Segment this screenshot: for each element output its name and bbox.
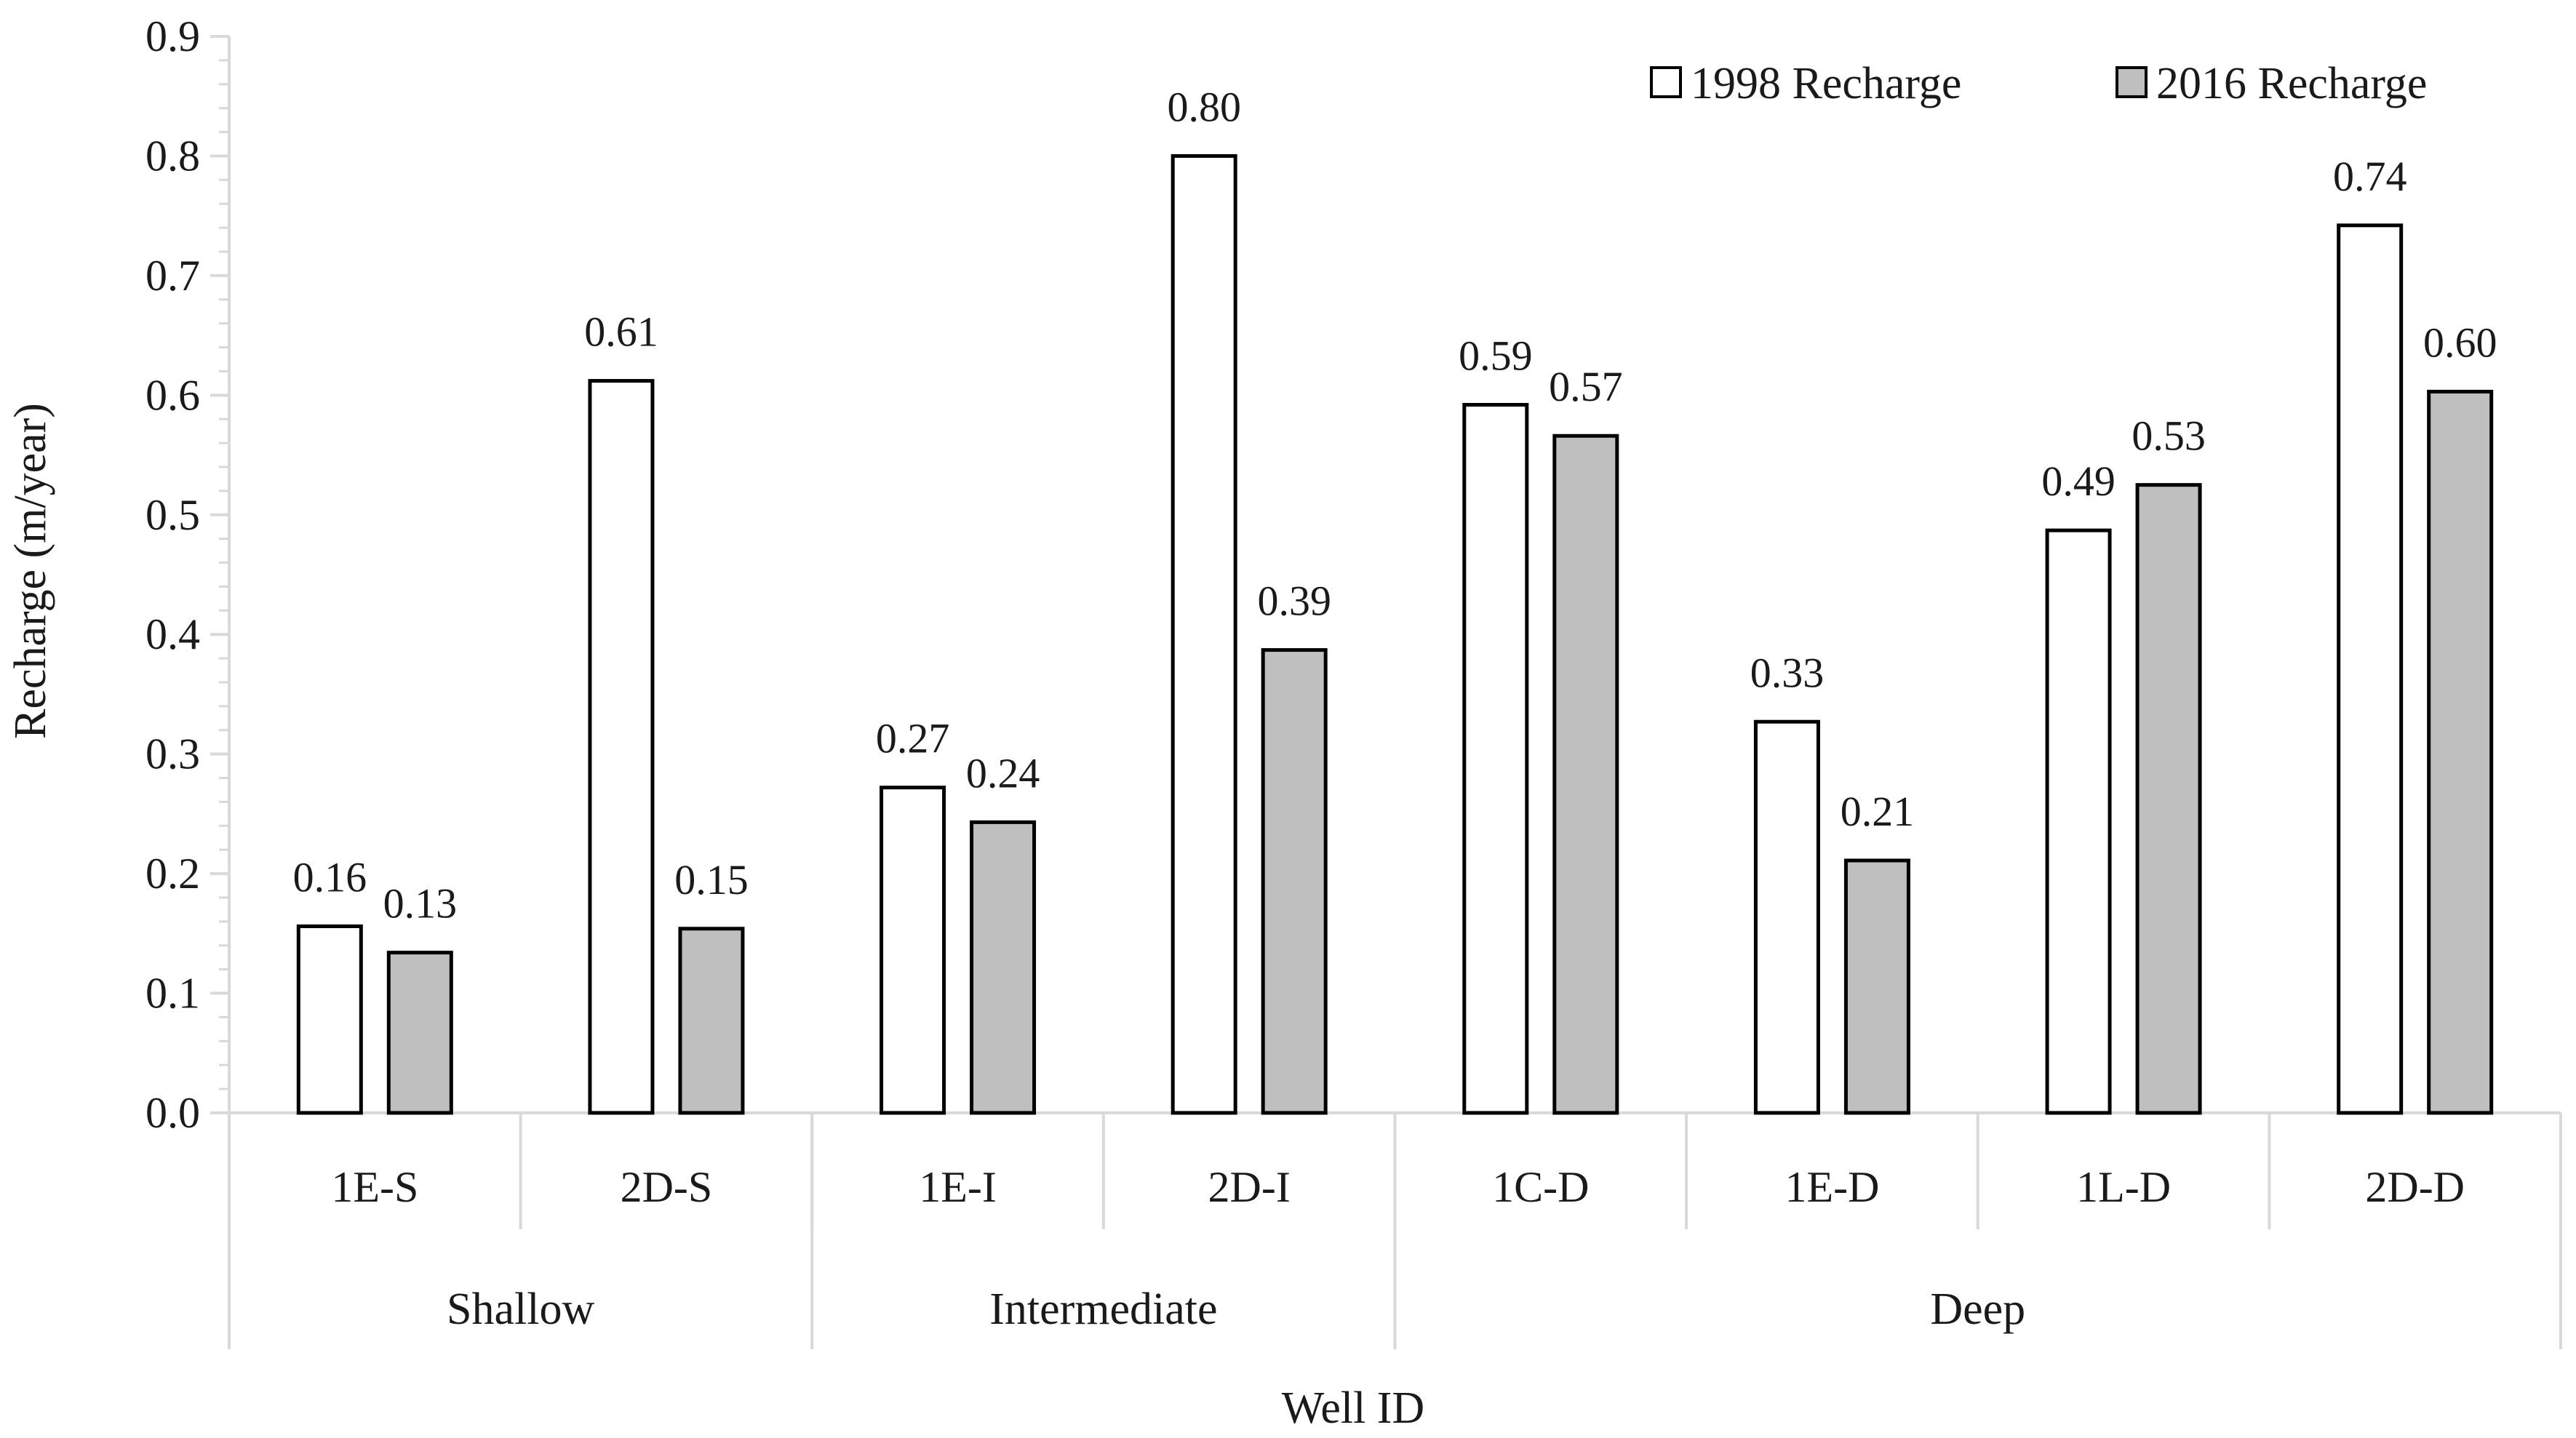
bar-2016-1e-i (970, 820, 1037, 1115)
x-group-label: Shallow (447, 1285, 594, 1334)
x-category-label: 1E-D (1785, 1163, 1879, 1211)
data-label: 0.49 (2041, 458, 2116, 505)
data-label: 0.74 (2333, 153, 2407, 200)
data-label: 0.27 (876, 715, 950, 762)
bar-2016-2d-d (2427, 389, 2494, 1115)
bar-1998-1l-d (2045, 528, 2112, 1115)
y-axis-title: Recharge (m/year) (6, 403, 55, 739)
bar-2016-2d-s (678, 927, 745, 1115)
bar-1998-1c-d (1462, 402, 1529, 1115)
legend: 1998 Recharge 2016 Recharge (1650, 59, 2427, 108)
data-label: 0.61 (584, 308, 658, 356)
x-axis-title: Well ID (1282, 1383, 1424, 1433)
y-tick-label: 0.0 (145, 1089, 200, 1137)
bar-1998-2d-s (588, 379, 655, 1115)
y-tick-label: 0.4 (145, 610, 200, 658)
x-category-label: 2D-I (1208, 1163, 1291, 1211)
data-label: 0.15 (674, 856, 749, 903)
legend-swatch-1998 (1650, 66, 1682, 98)
x-category-label: 2D-S (621, 1163, 713, 1211)
data-label: 0.39 (1257, 578, 1331, 625)
bar-1998-1e-s (296, 924, 363, 1115)
x-category-label: 1E-S (331, 1163, 418, 1211)
y-tick-label: 0.6 (145, 371, 200, 419)
data-label: 0.16 (293, 853, 367, 900)
x-category-label: 2D-D (2365, 1163, 2465, 1211)
x-group-label: Intermediate (989, 1285, 1217, 1334)
legend-label-2016: 2016 Recharge (2156, 59, 2427, 108)
data-label: 0.53 (2132, 412, 2206, 460)
bar-2016-1e-s (386, 951, 453, 1115)
bar-2016-1e-d (1843, 858, 1910, 1115)
y-tick-label: 0.5 (145, 491, 200, 539)
bar-1998-1e-i (880, 786, 946, 1115)
bar-2016-1l-d (2135, 483, 2202, 1115)
bar-1998-2d-d (2337, 223, 2404, 1115)
data-label: 0.60 (2423, 319, 2497, 366)
legend-label-1998: 1998 Recharge (1691, 59, 1961, 108)
bar-2016-2d-i (1261, 648, 1328, 1115)
bar-2016-1c-d (1552, 434, 1619, 1115)
bar-1998-1e-d (1753, 719, 1820, 1115)
y-tick-label: 0.3 (145, 730, 200, 778)
data-label: 0.21 (1841, 788, 1915, 835)
y-tick-label: 0.1 (145, 970, 200, 1018)
y-tick-label: 0.7 (145, 252, 200, 300)
data-label: 0.24 (966, 749, 1040, 796)
y-tick-label: 0.9 (145, 12, 200, 60)
data-label: 0.59 (1459, 332, 1533, 379)
legend-swatch-2016 (2116, 66, 2148, 98)
data-label: 0.57 (1549, 363, 1623, 410)
x-category-label: 1L-D (2076, 1163, 2171, 1211)
data-label: 0.80 (1167, 83, 1241, 130)
x-category-label: 1C-D (1492, 1163, 1589, 1211)
y-tick-label: 0.2 (145, 850, 200, 898)
data-label: 0.33 (1750, 649, 1825, 696)
data-label: 0.13 (383, 880, 458, 927)
bar-1998-2d-i (1171, 153, 1237, 1115)
y-tick-label: 0.8 (145, 132, 200, 180)
x-group-label: Deep (1930, 1285, 2025, 1334)
x-category-label: 1E-I (919, 1163, 997, 1211)
